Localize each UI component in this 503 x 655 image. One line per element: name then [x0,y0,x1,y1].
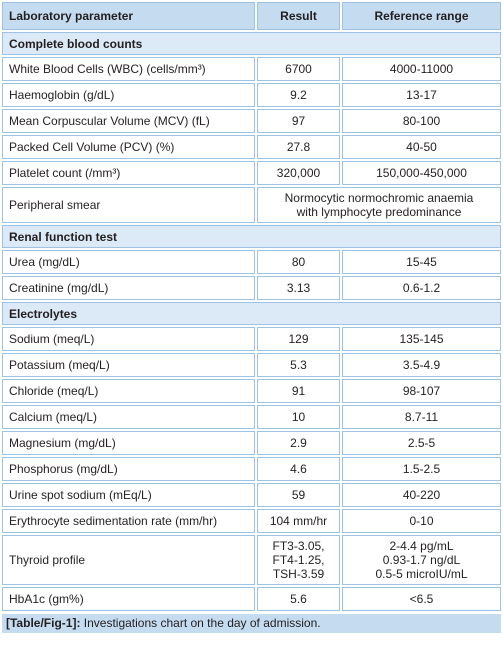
data-row: Potassium (meq/L) 5.3 3.5-4.9 [2,353,501,377]
cell: 27.8 [257,135,340,159]
cell: FT3-3.05, FT4-1.25, TSH-3.59 [257,535,340,585]
cell: 3.13 [257,276,340,300]
cell: Haemoglobin (g/dL) [2,83,255,107]
cell: 150,000-450,000 [342,161,501,185]
cell-line: 0.5-5 microIU/mL [375,567,468,581]
cell-line: with lymphocyte predominance [296,205,462,219]
data-row: Mean Corpuscular Volume (MCV) (fL) 97 80-1… [2,109,501,133]
data-row: Erythrocyte sedimentation rate (mm/hr) 10… [2,509,501,533]
data-row: Haemoglobin (g/dL) 9.2 13-17 [2,83,501,107]
cell: 0-10 [342,509,501,533]
cell: Calcium (meq/L) [2,405,255,429]
cell-line: TSH-3.59 [272,567,325,581]
data-row: Calcium (meq/L) 10 8.7-11 [2,405,501,429]
cell: 5.6 [257,587,340,611]
cell: 2.5-5 [342,431,501,455]
cell-line: 2-4.4 pg/mL [389,539,454,553]
cell: 91 [257,379,340,403]
cell-line: FT4-1.25, [272,553,325,567]
cell: 104 mm/hr [257,509,340,533]
cell: 10 [257,405,340,429]
section-row: Renal function test [2,225,501,248]
cell: 2.9 [257,431,340,455]
cell: Creatinine (mg/dL) [2,276,255,300]
cell: Thyroid profile [2,535,255,585]
cell: Normocytic normochromic anaemia with lymp… [257,187,501,223]
cell: 40-50 [342,135,501,159]
data-row: Phosphorus (mg/dL) 4.6 1.5-2.5 [2,457,501,481]
cell: 80 [257,250,340,274]
cell: 2-4.4 pg/mL 0.93-1.7 ng/dL 0.5-5 microIU/m… [342,535,501,585]
cell: 80-100 [342,109,501,133]
data-row: Platelet count (/mm³) 320,000 150,000-450,… [2,161,501,185]
cell: Peripheral smear [2,187,255,223]
cell: Magnesium (mg/dL) [2,431,255,455]
cell: 4.6 [257,457,340,481]
cell-line: 0.93-1.7 ng/dL [382,553,461,567]
cell: 4000-11000 [342,57,501,81]
data-row: Sodium (meq/L) 129 135-145 [2,327,501,351]
cell: Urea (mg/dL) [2,250,255,274]
data-row: Urea (mg/dL) 80 15-45 [2,250,501,274]
cell: Urine spot sodium (mEq/L) [2,483,255,507]
data-row: Creatinine (mg/dL) 3.13 0.6-1.2 [2,276,501,300]
data-row: Urine spot sodium (mEq/L) 59 40-220 [2,483,501,507]
cell: 13-17 [342,83,501,107]
cell: Platelet count (/mm³) [2,161,255,185]
cell: 9.2 [257,83,340,107]
data-row: Peripheral smear Normocytic normochromic … [2,187,501,223]
cell: White Blood Cells (WBC) (cells/mm³) [2,57,255,81]
section-row: Electrolytes [2,302,501,325]
data-row: Magnesium (mg/dL) 2.9 2.5-5 [2,431,501,455]
cell: 1.5-2.5 [342,457,501,481]
data-row: Packed Cell Volume (PCV) (%) 27.8 40-50 [2,135,501,159]
cell: 40-220 [342,483,501,507]
cell: HbA1c (gm%) [2,587,255,611]
cell: Potassium (meq/L) [2,353,255,377]
cell: Chloride (meq/L) [2,379,255,403]
section-title: Electrolytes [2,302,501,325]
caption-label: [Table/Fig-1]: [6,616,81,630]
header-cell: Laboratory parameter [2,2,255,30]
cell: 135-145 [342,327,501,351]
data-row: Chloride (meq/L) 91 98-107 [2,379,501,403]
cell-line: Normocytic normochromic anaemia [284,191,474,205]
cell: Sodium (meq/L) [2,327,255,351]
cell: 3.5-4.9 [342,353,501,377]
section-title: Renal function test [2,225,501,248]
data-row: Thyroid profile FT3-3.05, FT4-1.25, TSH-3.5… [2,535,501,585]
cell: Erythrocyte sedimentation rate (mm/hr) [2,509,255,533]
header-row: Laboratory parameter Result Reference ra… [2,2,501,30]
cell: Packed Cell Volume (PCV) (%) [2,135,255,159]
cell: Phosphorus (mg/dL) [2,457,255,481]
table-body: Complete blood counts White Blood Cells (… [2,32,501,611]
cell: 8.7-11 [342,405,501,429]
data-row: HbA1c (gm%) 5.6 <6.5 [2,587,501,611]
cell: 98-107 [342,379,501,403]
cell-line: FT3-3.05, [272,539,325,553]
header-cell: Reference range [342,2,501,30]
caption: [Table/Fig-1]: Investigations chart on t… [2,614,501,633]
cell: 129 [257,327,340,351]
header-cell: Result [257,2,340,30]
cell: <6.5 [342,587,501,611]
section-row: Complete blood counts [2,32,501,55]
cell: 320,000 [257,161,340,185]
data-row: White Blood Cells (WBC) (cells/mm³) 6700 4… [2,57,501,81]
section-title: Complete blood counts [2,32,501,55]
cell: 97 [257,109,340,133]
cell: 15-45 [342,250,501,274]
lab-table: Laboratory parameter Result Reference ra… [2,2,501,611]
cell: 59 [257,483,340,507]
cell: 6700 [257,57,340,81]
cell: 0.6-1.2 [342,276,501,300]
cell: 5.3 [257,353,340,377]
cell: Mean Corpuscular Volume (MCV) (fL) [2,109,255,133]
caption-text: Investigations chart on the day of admis… [83,616,321,630]
